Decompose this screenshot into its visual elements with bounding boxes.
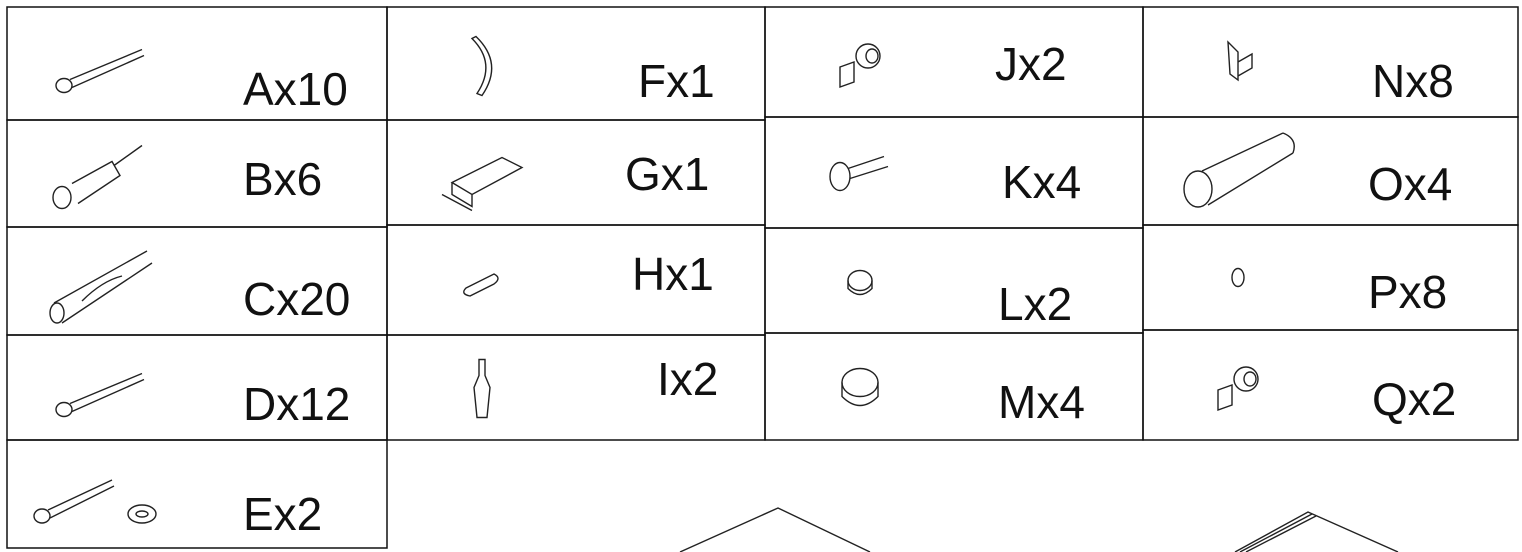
part-icon	[855, 43, 881, 69]
part-label: Hx1	[632, 248, 714, 300]
part-icon	[463, 273, 499, 297]
part-label: Kx4	[1002, 156, 1081, 208]
part-icon	[33, 508, 51, 524]
part-cell: Qx2	[1142, 329, 1519, 441]
part-icon	[55, 77, 73, 94]
part-icon	[135, 510, 149, 518]
part-label: Nx8	[1372, 55, 1454, 107]
cell-border	[764, 6, 1144, 118]
part-icon	[69, 48, 145, 89]
part-label: Lx2	[998, 278, 1072, 330]
part-icon	[1227, 40, 1253, 82]
part-cell: Fx1	[386, 6, 766, 121]
part-cell: Px8	[1142, 224, 1519, 331]
part-icon	[52, 185, 72, 210]
part-icon	[1233, 366, 1259, 392]
part-cell: Bx6	[6, 119, 388, 228]
part-cell: Ox4	[1142, 116, 1519, 226]
part-label: Ox4	[1368, 158, 1452, 210]
part-icon	[865, 48, 879, 64]
part-cell: Ix2	[386, 334, 766, 441]
panel-outline	[1234, 511, 1399, 552]
part-cell: Dx12	[6, 334, 388, 441]
cell-border	[764, 116, 1144, 229]
part-icon	[470, 35, 493, 97]
part-icon	[53, 250, 153, 324]
part-cell: Lx2	[764, 227, 1144, 334]
part-cell: Ex2	[6, 439, 388, 549]
part-icon	[49, 302, 65, 324]
part-label: Px8	[1368, 266, 1447, 318]
cell-border	[764, 227, 1144, 334]
part-icon	[47, 479, 115, 519]
bottom-drawings	[679, 507, 1399, 552]
part-icon	[1231, 267, 1245, 288]
part-label: Ax10	[243, 63, 348, 115]
part-icon	[1217, 384, 1233, 411]
part-icon	[127, 504, 157, 524]
cell-border	[1142, 6, 1519, 118]
part-cell: Gx1	[386, 119, 766, 226]
part-icon	[69, 372, 145, 413]
cell-border	[764, 332, 1144, 441]
part-cell: Ax10	[6, 6, 388, 121]
cell-border	[1142, 329, 1519, 441]
part-label: Bx6	[243, 153, 322, 205]
part-label: Qx2	[1372, 373, 1456, 425]
cell-border	[6, 119, 388, 228]
part-label: Mx4	[998, 376, 1085, 428]
part-cell: Kx4	[764, 116, 1144, 229]
part-cell: Jx2	[764, 6, 1144, 118]
part-cell: Mx4	[764, 332, 1144, 441]
cell-border	[1142, 224, 1519, 331]
part-icon	[473, 358, 491, 419]
part-icon	[1183, 170, 1213, 208]
part-icon	[841, 382, 879, 407]
part-icon	[847, 155, 889, 180]
part-label: Ex2	[243, 488, 322, 540]
part-icon	[829, 161, 851, 192]
part-cell: Cx20	[6, 226, 388, 336]
part-icon	[55, 401, 73, 418]
part-label: Jx2	[995, 38, 1067, 90]
part-label: Fx1	[638, 55, 715, 107]
part-icon	[847, 269, 873, 292]
box-outline	[679, 507, 871, 552]
part-cell: Nx8	[1142, 6, 1519, 118]
part-icon	[847, 280, 873, 296]
part-label: Gx1	[625, 148, 709, 200]
part-cell: Hx1	[386, 224, 766, 336]
part-label: Dx12	[243, 378, 350, 430]
part-icon	[1201, 132, 1295, 206]
cell-border	[6, 439, 388, 549]
part-icon	[841, 367, 879, 398]
part-icon	[1243, 371, 1257, 387]
part-label: Ix2	[657, 353, 718, 405]
part-icon	[71, 144, 143, 205]
part-label: Cx20	[243, 273, 350, 325]
part-icon	[441, 156, 524, 212]
part-icon	[839, 61, 855, 88]
